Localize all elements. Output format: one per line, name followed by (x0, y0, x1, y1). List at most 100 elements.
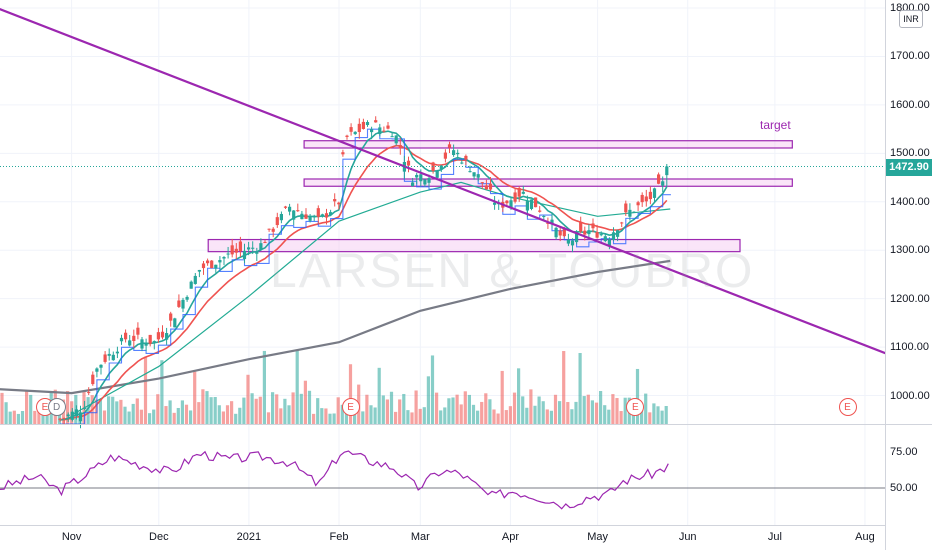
candle-body (357, 123, 361, 133)
volume-bar (148, 413, 152, 424)
volume-bar (570, 409, 574, 424)
candle-body (210, 260, 214, 268)
candle-body (534, 197, 538, 208)
candle-body (665, 166, 669, 176)
candle-body (230, 245, 234, 255)
candle-body (447, 144, 452, 148)
candle-body (505, 200, 509, 204)
volume-bar (385, 399, 389, 424)
candle-body (476, 174, 480, 178)
support-resistance-zone (303, 140, 793, 149)
last-price-tag: 1472.90 (886, 159, 932, 176)
volume-bar (230, 401, 234, 424)
time-tick-label: Feb (329, 531, 349, 543)
volume-bar (484, 393, 488, 424)
earnings-badge[interactable]: E (838, 398, 857, 416)
candle-body (152, 341, 156, 343)
price-tick-label: 1200.00 (890, 292, 930, 305)
earnings-badge[interactable]: E (341, 398, 360, 416)
candle-body (181, 299, 185, 309)
candle-body (74, 409, 78, 416)
candle-body (579, 222, 583, 232)
support-resistance-zone (303, 178, 793, 187)
volume-bar (143, 356, 148, 424)
candle-body (525, 201, 529, 211)
volume-bar (459, 404, 463, 424)
candle-body (542, 215, 546, 217)
candle-body (107, 353, 111, 356)
candle-body (591, 223, 595, 229)
volume-bar (381, 395, 385, 424)
volume-bar (410, 412, 414, 424)
candle-body (259, 243, 263, 250)
volume-bar (586, 394, 590, 424)
volume-bar (0, 392, 4, 424)
price-tick-label: 1600.00 (890, 98, 930, 111)
candle-body (636, 202, 640, 206)
candle-body (226, 253, 230, 255)
volume-bar (172, 412, 176, 424)
volume-bar (471, 404, 476, 424)
price-axis[interactable] (885, 0, 932, 550)
candle-body (177, 300, 181, 307)
grid-lines (0, 0, 885, 525)
volume-bar (422, 407, 426, 424)
volume-bar (439, 410, 443, 424)
candle-body (66, 414, 70, 417)
volume-bar (640, 407, 644, 424)
candle-body (456, 152, 460, 155)
candle-body (439, 165, 443, 170)
volume-bar (312, 413, 316, 424)
candle-body (324, 213, 329, 218)
candle-body (128, 340, 132, 346)
volume-bar (225, 405, 230, 424)
volume-bar (377, 367, 381, 424)
candle-body (201, 263, 206, 269)
earnings-badge[interactable]: E (626, 398, 645, 416)
volume-bar (209, 397, 213, 424)
candle-body (640, 194, 644, 203)
pane-separator[interactable] (0, 424, 932, 425)
volume-bar (496, 413, 500, 424)
volume-bar (98, 399, 102, 424)
volume-bar (152, 409, 156, 424)
candle-body (554, 227, 558, 238)
volume-bar (262, 350, 266, 424)
time-axis[interactable] (0, 525, 885, 550)
price-chart-pane[interactable] (0, 0, 885, 525)
candle-body (661, 181, 665, 186)
candle-body (550, 219, 554, 224)
volume-bar (348, 364, 353, 424)
volume-bar (566, 402, 570, 424)
volume-bar (406, 410, 410, 424)
candle-body (99, 364, 103, 368)
candle-body (521, 191, 525, 194)
volume-bar (180, 400, 184, 424)
volume-bar (221, 411, 225, 424)
candle-body (648, 191, 652, 200)
rsi-tick-label: 75.00 (890, 446, 918, 458)
volume-bar (156, 394, 160, 424)
volume-bar (217, 405, 221, 424)
candle-body (423, 179, 427, 185)
target-annotation[interactable]: target (760, 118, 791, 132)
candle-body (341, 152, 345, 155)
candle-body (513, 192, 517, 202)
volume-bar (205, 391, 209, 424)
volume-bar (578, 353, 582, 424)
volume-bar (25, 391, 29, 424)
candle-body (427, 178, 431, 183)
candle-body (320, 214, 324, 217)
volume-bar (451, 397, 455, 424)
candle-body (529, 199, 534, 209)
candle-body (263, 242, 267, 244)
candle-body (144, 343, 148, 346)
volume-bar (607, 409, 611, 424)
currency-badge[interactable]: INR (899, 10, 923, 28)
dividend-badge[interactable]: D (47, 398, 66, 416)
volume-bar (287, 405, 291, 424)
candle-body (353, 131, 357, 135)
candle-body (296, 210, 300, 212)
candle-body (279, 213, 283, 221)
candle-body (382, 130, 386, 132)
